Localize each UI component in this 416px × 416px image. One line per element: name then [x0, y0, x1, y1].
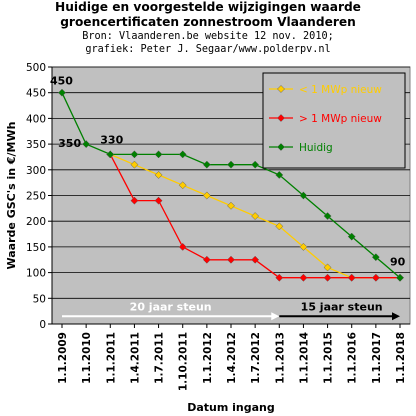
series-point	[371, 253, 380, 262]
x-tick-label: 1.1.2016	[347, 332, 359, 384]
series-point	[178, 181, 187, 190]
x-tick-label: 1.7.2012	[250, 332, 262, 384]
series-point	[202, 191, 211, 200]
legend-swatch-marker	[277, 143, 285, 151]
series-point	[178, 150, 187, 159]
value-label: 350	[58, 137, 81, 150]
x-tick-label: 1.1.2017	[371, 332, 383, 384]
y-tick-label: 0	[39, 319, 46, 331]
value-label: 450	[50, 75, 73, 88]
support-arrow-head	[392, 312, 400, 321]
legend-label: > 1 MWp nieuw	[299, 113, 382, 125]
y-tick-label: 400	[26, 113, 46, 125]
series-point	[154, 170, 163, 179]
support-arrow-head	[271, 312, 280, 321]
x-tick-label: 1.1.2010	[81, 332, 93, 384]
series-point	[323, 212, 332, 221]
series-point	[323, 273, 332, 282]
x-tick-label: 1.1.2011	[105, 332, 117, 384]
series-point	[275, 222, 284, 231]
x-tick-label: 1.1.2015	[323, 332, 335, 384]
chart-title-line-1: Huidige en voorgestelde wijzigingen waar…	[55, 0, 361, 14]
y-tick-label: 150	[26, 242, 46, 254]
series-point	[251, 160, 260, 169]
chart-header: Huidige en voorgestelde wijzigingen waar…	[0, 0, 416, 56]
support-arrow-label: 20 jaar steun	[130, 300, 212, 313]
y-tick-label: 250	[26, 191, 46, 203]
series-point	[82, 140, 91, 149]
chart-title-line-2: groencertificaten zonnestroom Vlaanderen	[60, 15, 356, 29]
series-point	[154, 150, 163, 159]
value-label: 330	[100, 133, 123, 146]
chart-source-line-1: Bron: Vlaanderen.be website 12 nov. 2010…	[82, 31, 334, 42]
series-point	[58, 88, 66, 97]
series-point	[202, 255, 211, 264]
y-tick-label: 350	[26, 139, 46, 151]
x-tick-label: 1.4.2011	[129, 332, 141, 384]
x-tick-label: 1.4.2012	[226, 332, 238, 384]
x-tick-label: 1.10.2011	[178, 332, 190, 391]
x-tick-label: 1.1.2014	[298, 332, 310, 384]
series-point	[299, 273, 308, 282]
support-arrow-label: 15 jaar steun	[301, 300, 383, 313]
series-point	[106, 150, 115, 159]
chart-source-line-2: grafiek: Peter J. Segaar/www.polderpv.nl	[85, 44, 331, 55]
y-tick-label: 450	[26, 88, 46, 100]
y-tick-label: 300	[26, 165, 46, 177]
value-label: 90	[390, 256, 406, 269]
series-point	[251, 255, 260, 264]
series-point	[299, 191, 308, 200]
series-point	[396, 273, 404, 282]
legend-label: < 1 MWp nieuw	[299, 84, 382, 96]
legend-swatch-marker	[277, 85, 285, 93]
series-point	[299, 242, 308, 251]
legend-label: Huidig	[299, 142, 333, 154]
x-tick-label: 1.1.2013	[274, 332, 286, 384]
series-point	[323, 263, 332, 272]
series-point	[227, 160, 235, 169]
series-point	[130, 196, 139, 205]
series-point	[275, 273, 284, 282]
y-tick-label: 100	[26, 268, 46, 280]
series-point	[275, 170, 284, 179]
series-point	[347, 273, 356, 282]
y-tick-label: 50	[33, 293, 46, 305]
series-point	[371, 273, 380, 282]
series-point	[202, 160, 211, 169]
y-axis-title: Waarde GSC's in €/MWh	[5, 122, 18, 270]
series-point	[251, 212, 260, 221]
series-point	[130, 160, 139, 169]
series-point	[178, 242, 187, 251]
x-axis-title: Datum ingang	[187, 401, 275, 414]
x-tick-label: 1.1.2012	[202, 332, 214, 384]
series-point	[347, 232, 356, 241]
series-point	[227, 201, 235, 210]
series-point	[154, 196, 163, 205]
y-tick-label: 500	[26, 62, 46, 74]
legend-swatch-marker	[277, 114, 285, 122]
series-point	[227, 255, 235, 264]
x-tick-label: 1.1.2009	[57, 332, 69, 384]
x-tick-label: 1.7.2011	[154, 332, 166, 384]
series-point	[130, 150, 139, 159]
x-tick-label: 1.1.2018	[395, 332, 407, 384]
y-tick-label: 200	[26, 216, 46, 228]
